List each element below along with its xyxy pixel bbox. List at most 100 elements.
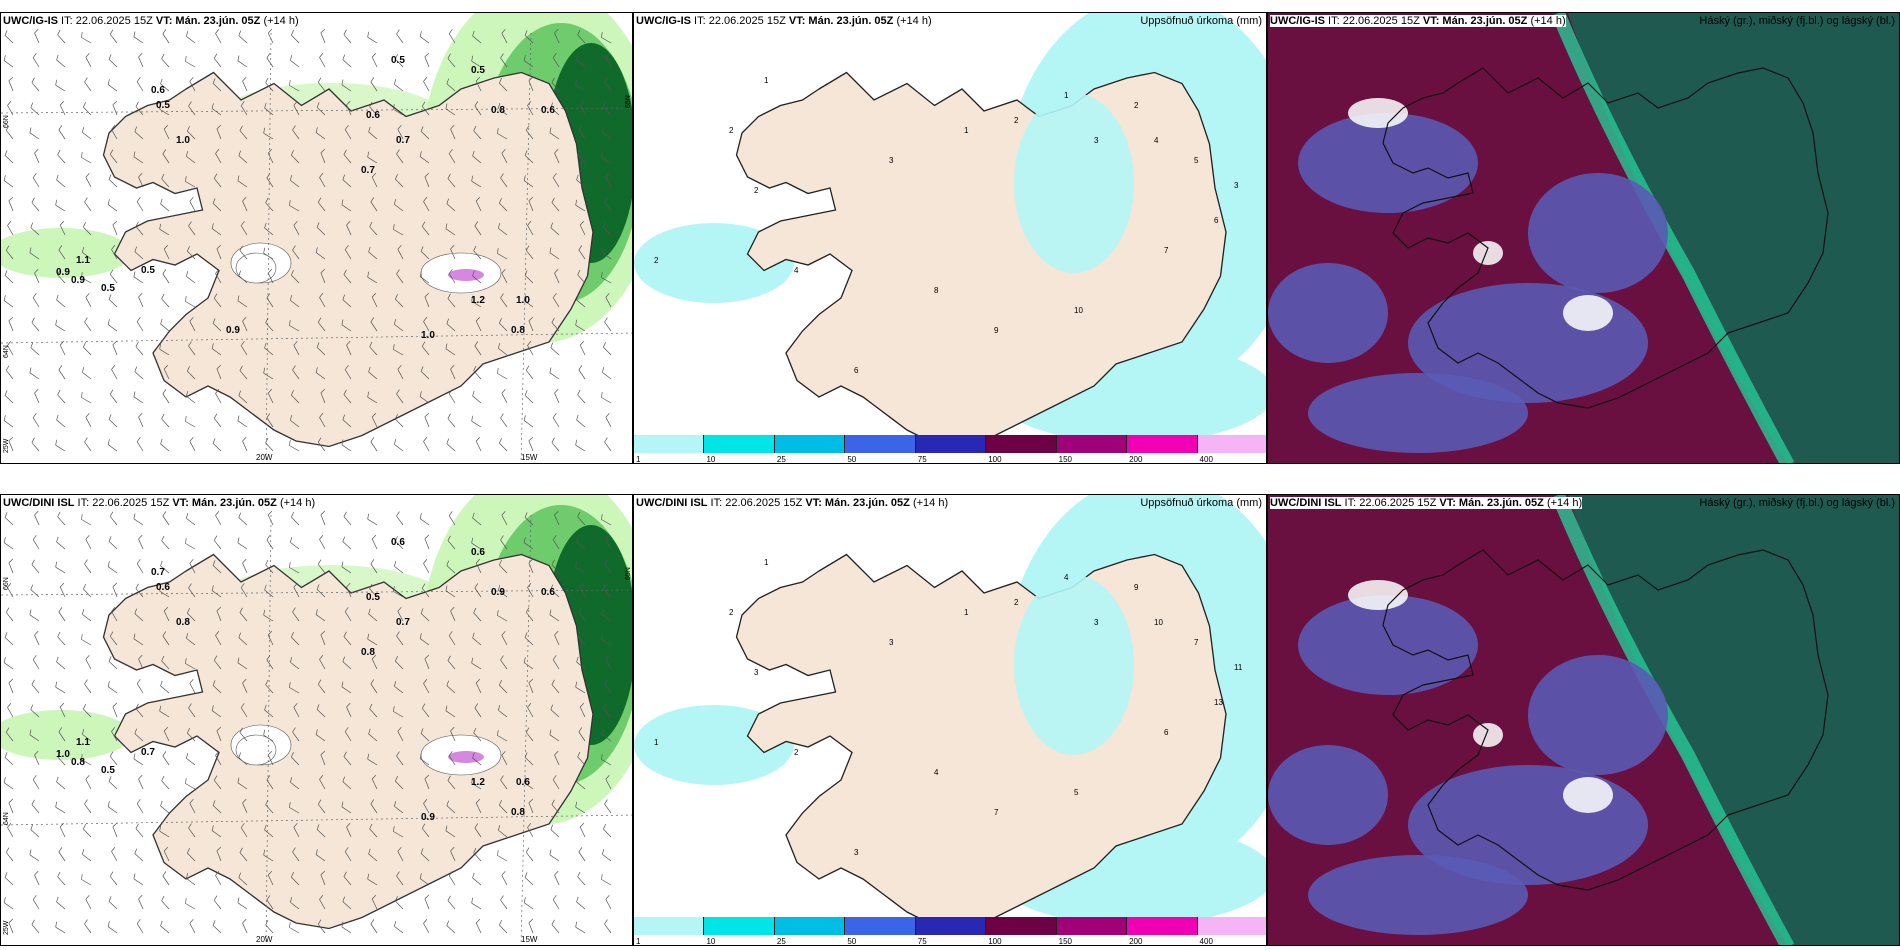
wind-barb <box>370 799 378 814</box>
wind-barb <box>341 801 352 814</box>
wind-barb <box>59 100 66 116</box>
wind-barb <box>81 392 92 404</box>
wind-barb <box>267 148 274 164</box>
wind-barb <box>315 609 326 622</box>
wind-barb <box>601 608 612 622</box>
wind-barb <box>317 919 326 934</box>
wind-barb <box>475 436 482 452</box>
wind-barb <box>367 873 378 886</box>
wind-barb <box>575 921 586 934</box>
wind-barb <box>111 125 118 140</box>
wind-barb <box>133 271 144 284</box>
wind-barb <box>420 728 430 742</box>
wind-barb <box>367 633 378 646</box>
precip-value-label: 3 <box>1094 136 1099 145</box>
wind-barb <box>32 535 40 550</box>
wind-barb <box>472 752 482 766</box>
wind-value-label: 1.2 <box>471 777 485 788</box>
wind-barb <box>474 341 482 356</box>
colorbar-label: 1 <box>636 937 641 946</box>
wind-barb <box>81 848 92 862</box>
wind-barb <box>265 77 274 92</box>
wind-barb <box>367 271 378 284</box>
wind-barb <box>237 897 248 910</box>
wind-barb <box>32 293 40 308</box>
colorbar-swatch <box>774 435 846 453</box>
graticule <box>1 589 632 596</box>
wind-barb <box>81 728 92 742</box>
wind-barb <box>393 920 404 934</box>
wind-barb <box>266 535 274 550</box>
wind-barb <box>445 705 456 718</box>
wind-barb <box>499 680 508 694</box>
wind-barb <box>554 870 560 886</box>
wind-barb <box>188 703 196 718</box>
wind-barb <box>501 870 508 886</box>
iceland-coastline <box>102 71 594 448</box>
wind-barb <box>319 53 326 68</box>
wind-barb <box>527 101 534 116</box>
wind-barb <box>446 198 456 212</box>
wind-barb <box>423 197 430 212</box>
wind-barb <box>474 101 482 116</box>
wind-barb <box>601 272 612 284</box>
wind-barb <box>368 848 378 862</box>
precip-field <box>1014 575 1134 755</box>
wind-barb <box>293 702 300 718</box>
wind-barb <box>111 847 118 862</box>
wind-barb <box>603 222 612 236</box>
wind-barb <box>187 366 196 380</box>
wind-barb <box>497 128 508 140</box>
wind-barb <box>160 920 170 934</box>
wind-barb <box>160 78 170 92</box>
wind-barb <box>524 512 534 526</box>
wind-barb <box>213 413 222 428</box>
wind-barb <box>263 729 274 742</box>
wind-barb <box>189 76 196 92</box>
wind-value-label: 1.0 <box>56 749 70 760</box>
wind-barb <box>371 172 378 188</box>
wind-barb <box>136 437 144 452</box>
wind-value-label: 1.0 <box>421 330 435 341</box>
wind-barb <box>265 317 274 332</box>
wind-barb <box>576 414 586 428</box>
wind-barb <box>315 849 326 862</box>
cloud-field-low <box>1308 855 1528 935</box>
wind-barb <box>138 52 144 68</box>
wind-barb <box>189 678 196 694</box>
wind-barb <box>552 775 560 790</box>
wind-barb <box>475 558 482 574</box>
wind-barb <box>369 341 378 356</box>
wind-barb <box>500 655 508 670</box>
wind-barb <box>30 704 40 718</box>
wind-barb <box>604 559 612 574</box>
wind-barb <box>601 728 612 742</box>
precip-value-label: 6 <box>854 366 859 375</box>
wind-barb <box>107 681 118 694</box>
wind-barb <box>579 822 586 838</box>
wind-barb <box>159 223 170 236</box>
wind-barb <box>393 344 404 356</box>
colorbar-label: 50 <box>847 455 857 464</box>
wind-barb <box>317 559 326 574</box>
wind-barb <box>473 245 482 260</box>
wind-barb <box>500 173 508 188</box>
wind-barb <box>264 824 274 838</box>
wind-barb <box>112 582 118 598</box>
wind-barb <box>319 655 326 670</box>
wind-barb <box>111 727 118 742</box>
wind-barb <box>31 437 40 452</box>
wind-barb <box>84 437 92 452</box>
wind-barb <box>32 895 40 910</box>
wind-panel-top: UWC/IG-IS IT: 22.06.2025 15Z VT: Mán. 23… <box>0 12 633 464</box>
wind-barb <box>497 368 508 380</box>
wind-barb <box>263 609 274 622</box>
wind-barb <box>497 610 508 622</box>
wind-barb <box>263 127 274 140</box>
wind-barb <box>136 799 144 814</box>
wind-barb <box>576 294 586 308</box>
wind-barb <box>472 270 482 284</box>
wind-barb <box>447 53 456 68</box>
wind-barb <box>579 702 586 718</box>
wind-barb <box>528 798 534 814</box>
